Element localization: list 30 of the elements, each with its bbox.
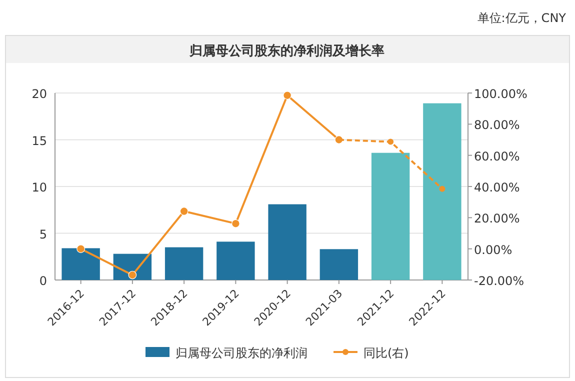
bar — [164, 247, 204, 280]
point — [180, 207, 188, 216]
point — [283, 91, 292, 100]
point — [439, 186, 446, 192]
y-tick-label: 20 — [32, 87, 47, 101]
bar — [216, 242, 255, 280]
y-tick-label: 0 — [39, 274, 47, 288]
y2-tick-label: 60.00% — [474, 149, 520, 164]
point — [76, 244, 86, 254]
text: 单位:亿元，CNY — [477, 11, 567, 25]
bar — [423, 103, 462, 280]
bar — [371, 152, 410, 280]
y-tick-label: 15 — [32, 134, 47, 148]
y2-tick-label: 40.00% — [474, 180, 520, 194]
y-tick-label: 10 — [32, 180, 47, 194]
y2-tick-label: 100.00% — [474, 87, 528, 101]
y-tick-label: 5 — [39, 227, 47, 242]
chart-title: 归属母公司股东的净利润及增长率 — [188, 43, 384, 59]
y2-tick-label: 20.00% — [474, 212, 520, 226]
y2-tick-label: 80.00% — [474, 118, 520, 132]
y2-tick-label: 0.00% — [474, 242, 512, 257]
bar — [320, 249, 358, 280]
y2-tick-label: -20.00% — [474, 274, 524, 288]
point — [231, 219, 240, 228]
legend-label: 同比(右) — [364, 346, 409, 360]
bar — [268, 204, 306, 280]
point — [128, 270, 137, 280]
bar — [62, 248, 100, 280]
point — [388, 138, 394, 145]
legend-label: 归属母公司股东的净利润 — [176, 346, 308, 360]
